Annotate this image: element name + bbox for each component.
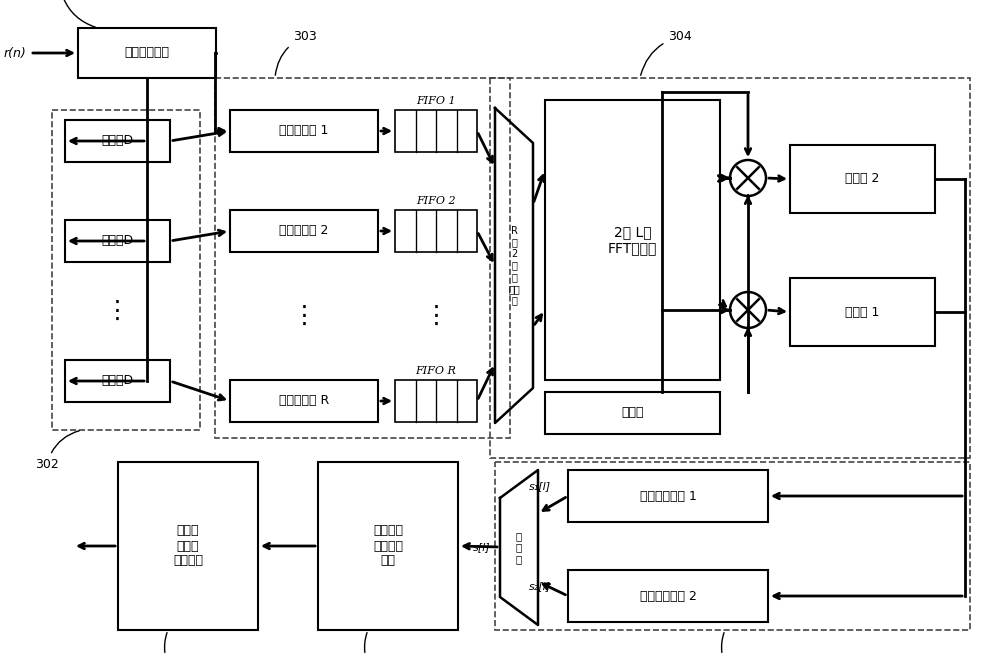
Text: 2路 L点
FFT处理器: 2路 L点 FFT处理器 — [608, 225, 657, 255]
Text: 301: 301 — [48, 0, 95, 27]
Text: s[l]: s[l] — [473, 542, 491, 552]
Text: 306: 306 — [356, 633, 380, 655]
Text: 303: 303 — [275, 30, 317, 75]
Bar — [490, 78, 970, 458]
Text: 检测量
提取与
判决输出: 检测量 提取与 判决输出 — [173, 525, 203, 567]
Text: R
选
2
复
用
选择
器: R 选 2 复 用 选择 器 — [508, 226, 520, 305]
Bar — [230, 210, 378, 252]
Text: FIFO R: FIFO R — [416, 366, 456, 376]
Bar — [790, 145, 935, 213]
Bar — [215, 78, 510, 438]
Text: s₂[l]: s₂[l] — [529, 581, 551, 591]
Text: FIFO 2: FIFO 2 — [416, 196, 456, 206]
Bar — [545, 392, 720, 434]
Bar — [118, 462, 258, 630]
Text: 混频与解扩器: 混频与解扩器 — [124, 47, 170, 60]
Bar — [52, 110, 200, 430]
Text: s₁[l]: s₁[l] — [529, 481, 551, 491]
Text: ⋮: ⋮ — [424, 304, 448, 328]
Text: 短时积分器 R: 短时积分器 R — [279, 394, 329, 407]
Bar — [318, 462, 458, 630]
Bar — [790, 278, 935, 346]
Bar — [395, 380, 477, 422]
Text: 短时积分器 1: 短时积分器 1 — [279, 124, 329, 138]
Text: ⋮: ⋮ — [105, 299, 130, 323]
Bar — [568, 570, 768, 622]
Text: 305: 305 — [713, 633, 737, 655]
Text: 延时器D: 延时器D — [101, 375, 134, 388]
Bar — [568, 470, 768, 522]
Bar — [230, 380, 378, 422]
Text: 304: 304 — [641, 30, 692, 75]
Text: 302: 302 — [35, 431, 79, 471]
Bar — [395, 210, 477, 252]
Text: FIFO 1: FIFO 1 — [416, 96, 456, 106]
Text: r(n): r(n) — [3, 47, 26, 60]
Bar — [495, 462, 970, 630]
Text: 码多普勒
延时补偿
计算: 码多普勒 延时补偿 计算 — [373, 525, 403, 567]
Bar — [65, 120, 170, 162]
Text: 存储表: 存储表 — [621, 407, 644, 419]
Text: 延时器D: 延时器D — [101, 234, 134, 248]
Text: ⋮: ⋮ — [292, 304, 316, 328]
Text: 307: 307 — [156, 633, 180, 655]
Text: 短时积分器 2: 短时积分器 2 — [279, 225, 329, 238]
Bar — [78, 28, 216, 78]
Bar — [230, 110, 378, 152]
Text: 存储器 1: 存储器 1 — [845, 305, 880, 318]
Bar — [65, 220, 170, 262]
Bar — [395, 110, 477, 152]
Text: 迭代搜索单元 1: 迭代搜索单元 1 — [640, 489, 696, 502]
Text: 迭代搜索单元 2: 迭代搜索单元 2 — [640, 590, 696, 603]
Text: 存储器 2: 存储器 2 — [845, 172, 880, 185]
Text: 延时器D: 延时器D — [101, 134, 134, 147]
Bar — [65, 360, 170, 402]
Text: 比
较
器: 比 较 器 — [516, 531, 522, 564]
Bar — [545, 100, 720, 380]
